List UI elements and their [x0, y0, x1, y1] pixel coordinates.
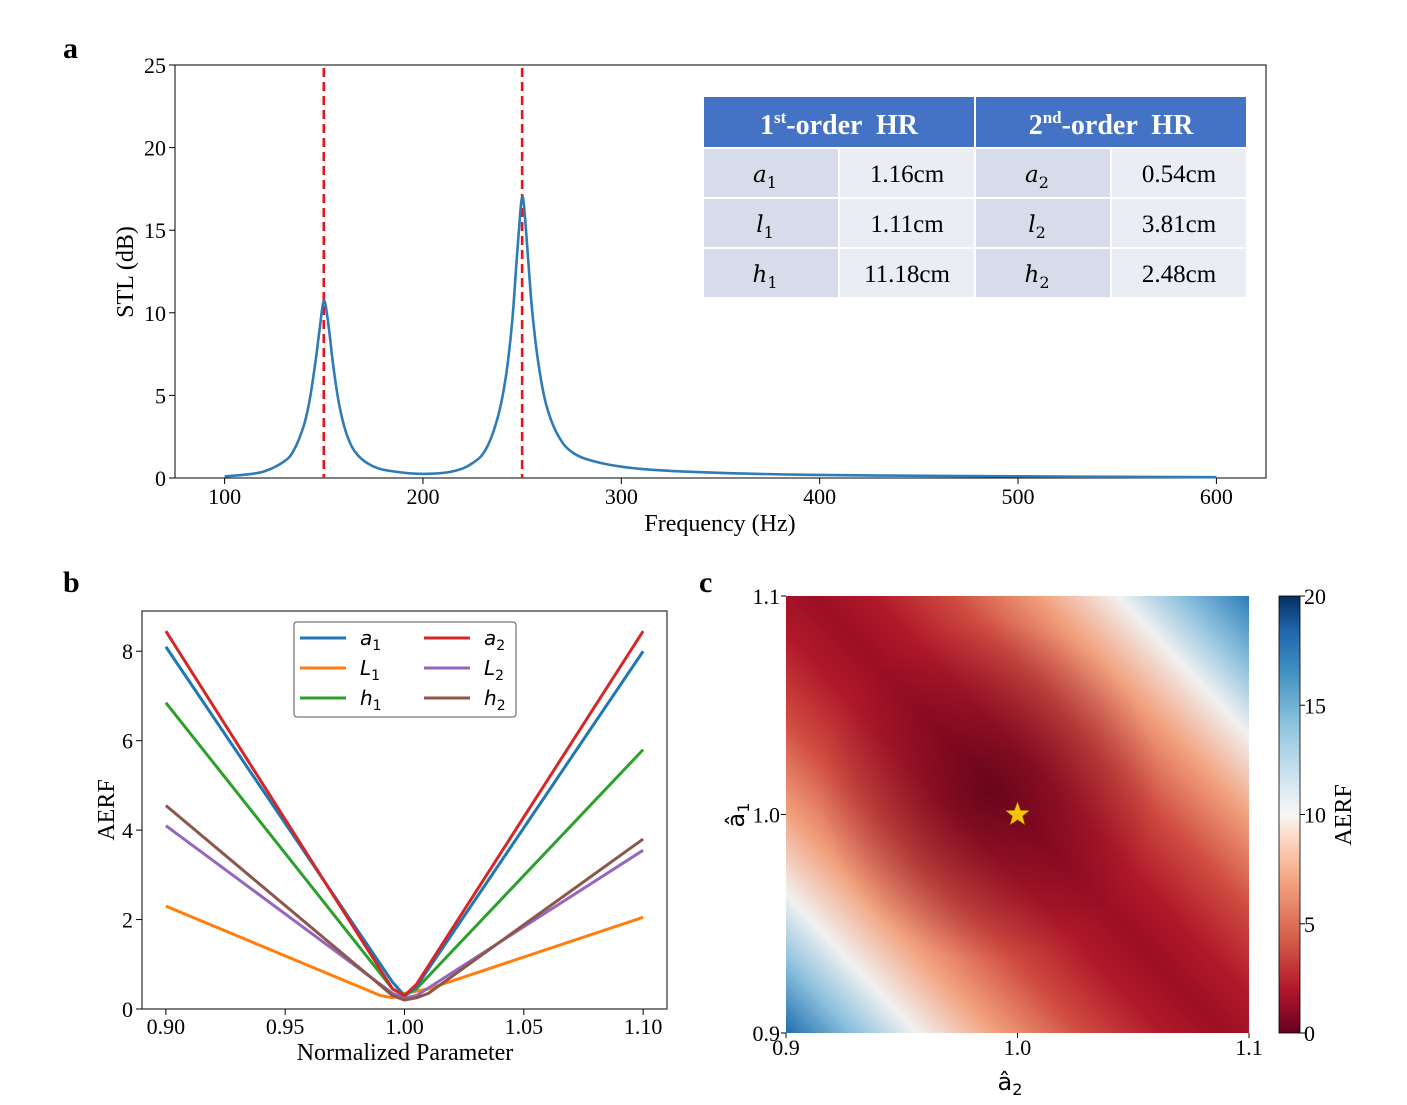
- series-line-a2: [164, 630, 645, 998]
- panel-a-ytick-label: 10: [144, 301, 166, 326]
- table-cell: [1112, 249, 1246, 297]
- panel-label-c: c: [699, 566, 712, 599]
- colorbar-label: AERF: [1331, 784, 1357, 845]
- parameter-table: 1st-order HR 2nd-order HR a1 1.16cm a2 0.54…: [704, 97, 1246, 297]
- colorbar-tick-label: 20: [1304, 584, 1326, 609]
- legend-entry: a1: [360, 626, 381, 654]
- panel-a-ytick-label: 20: [144, 136, 166, 161]
- table-symbol: a1: [753, 162, 777, 192]
- panel-a-xtick-label: 400: [803, 484, 836, 509]
- panel-c-ytick-label: 1.0: [753, 803, 781, 828]
- table-value: 1.16cm: [870, 161, 945, 188]
- table-symbol: h1: [752, 262, 777, 292]
- panel-c-ylabel: â1: [722, 803, 753, 828]
- table-symbol: h2: [1024, 262, 1049, 292]
- panel-a-ytick-label: 5: [155, 383, 166, 408]
- table-header-1: [704, 97, 974, 147]
- table-cell: [1112, 149, 1246, 197]
- table-cell: [840, 249, 974, 297]
- table-symbol: l1: [756, 212, 774, 242]
- panel-c-xtick-label: 0.9: [772, 1035, 800, 1060]
- panel-c-xlabel: â2: [998, 1068, 1023, 1099]
- colorbar-tick-label: 10: [1304, 803, 1326, 828]
- panel-b-xtick-label: 1.00: [385, 1014, 424, 1039]
- legend-entry: h2: [484, 686, 506, 714]
- panel-a-ytick-label: 15: [144, 218, 166, 243]
- legend-entry: L1: [360, 656, 380, 684]
- table-cell: [704, 149, 838, 197]
- panel-a-xtick-label: 500: [1002, 484, 1035, 509]
- panel-b-ytick-label: 4: [122, 818, 133, 843]
- panel-c-ytick-label: 0.9: [753, 1021, 781, 1046]
- panel-a-ytick-label: 25: [144, 53, 166, 78]
- panel-c-xtick-label: 1.0: [1004, 1035, 1032, 1060]
- legend-entry: a2: [484, 626, 505, 654]
- panel-a-xtick-label: 200: [406, 484, 439, 509]
- table-cell: [1112, 199, 1246, 247]
- series-line-L1: [165, 904, 644, 1000]
- table-cell: [704, 199, 838, 247]
- panel-b-xtick-label: 1.10: [624, 1014, 663, 1039]
- panel-b-xlabel: Normalized Parameter: [297, 1040, 514, 1066]
- table-symbol: a2: [1025, 162, 1049, 192]
- table-value: 0.54cm: [1142, 161, 1217, 188]
- panel-b-xtick-label: 0.90: [147, 1014, 186, 1039]
- panel-b-ylabel: AERF: [94, 779, 120, 840]
- panel-c-heatmap: 0.9 1.0 1.1 0.9 1.0 1.1 â2 â1 0 5 10 15 20 AERF: [722, 584, 1357, 1099]
- optimum-star-icon: [1005, 801, 1030, 825]
- table-cell: [704, 249, 838, 297]
- panel-a-ylabel: STL (dB): [113, 226, 139, 318]
- series-line-h2: [164, 804, 645, 1002]
- table-header-2: [976, 97, 1246, 147]
- table-value: 2.48cm: [1142, 261, 1217, 288]
- stl-curve: [224, 195, 1217, 479]
- panel-a-xtick-label: 600: [1200, 484, 1233, 509]
- panel-a-axes-frame: [174, 64, 1267, 479]
- panel-label-b: b: [63, 566, 80, 599]
- colorbar-tick-label: 15: [1304, 693, 1326, 718]
- table-header-2-text: 2nd-order HR: [1029, 108, 1194, 141]
- panel-a-xtick-label: 300: [605, 484, 638, 509]
- table-header-1-text: 1st-order HR: [760, 108, 919, 141]
- series-line-L2: [164, 824, 644, 1000]
- panel-a-stl-chart: 100 200 300 400 500 600 0 5 10 15 20 25 Frequency (…: [113, 53, 1267, 537]
- table-value: 1.11cm: [870, 211, 944, 238]
- table-cell: [840, 199, 974, 247]
- table-cell: [840, 149, 974, 197]
- panel-a-xlabel: Frequency (Hz): [644, 511, 795, 537]
- panel-b-ytick-label: 8: [122, 639, 133, 664]
- legend-entry: L2: [484, 656, 504, 684]
- panel-label-a: a: [63, 32, 78, 65]
- panel-a-ytick-label: 0: [155, 466, 166, 491]
- panel-b-ytick-label: 2: [122, 908, 133, 933]
- legend-entry: h1: [360, 686, 382, 714]
- table-cell: [976, 149, 1110, 197]
- colorbar-tick-label: 5: [1304, 912, 1315, 937]
- table-cell: [976, 199, 1110, 247]
- panel-b-ytick-label: 0: [122, 997, 133, 1022]
- table-value: 3.81cm: [1142, 211, 1217, 238]
- panel-b-xtick-label: 1.05: [505, 1014, 544, 1039]
- panel-c-xtick-label: 1.1: [1235, 1035, 1263, 1060]
- colorbar-tick-label: 0: [1304, 1021, 1315, 1046]
- panel-b-xtick-label: 0.95: [266, 1014, 305, 1039]
- panel-b-ytick-label: 6: [122, 729, 133, 754]
- table-symbol: l2: [1028, 212, 1046, 242]
- table-value: 11.18cm: [864, 261, 950, 288]
- legend-frame: [293, 621, 517, 718]
- panel-c-ytick-label: 1.1: [753, 584, 781, 609]
- table-cell: [976, 249, 1110, 297]
- colorbar: [1278, 595, 1301, 1034]
- panel-a-xtick-label: 100: [208, 484, 241, 509]
